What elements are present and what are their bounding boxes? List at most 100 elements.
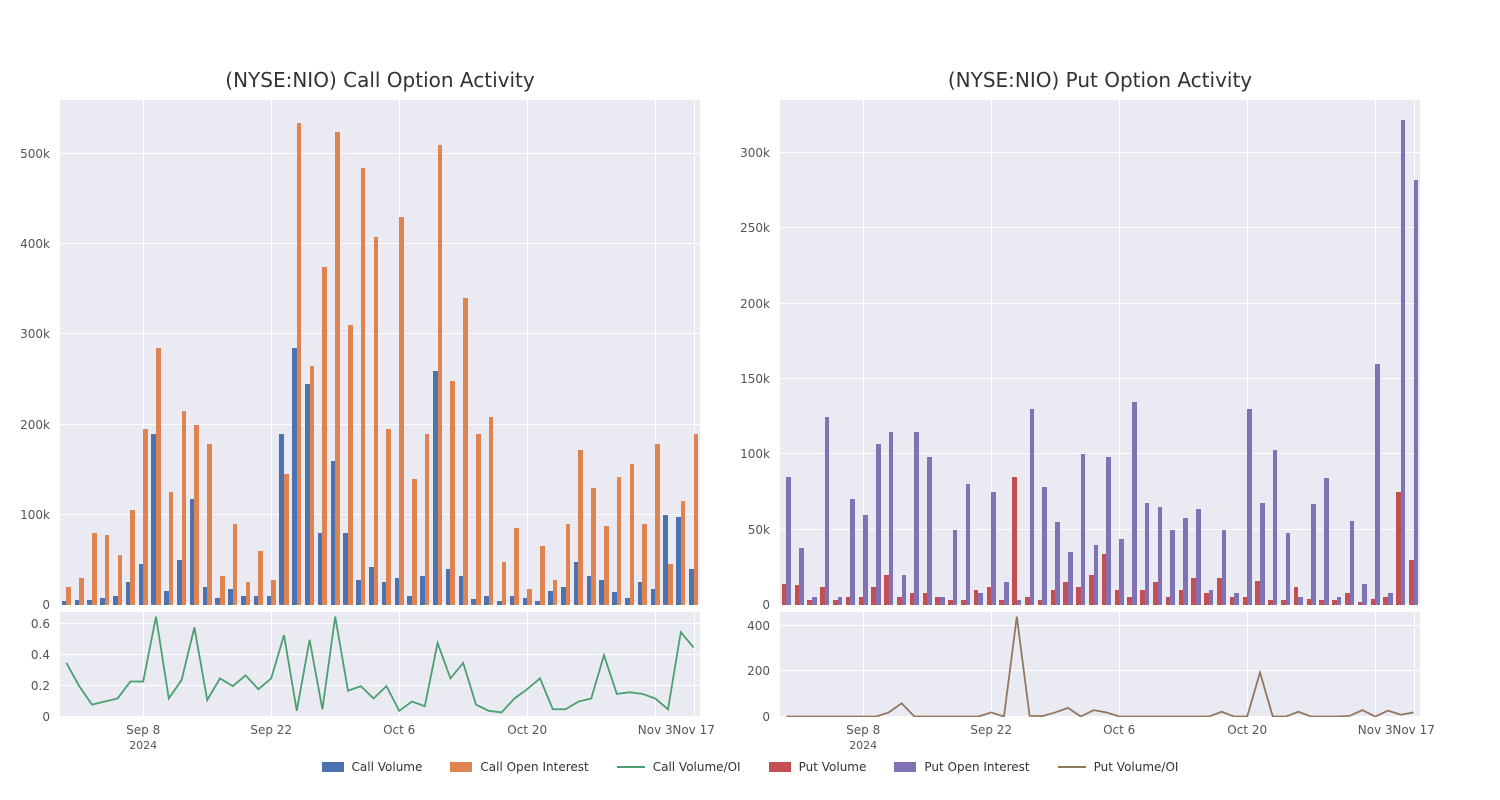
- ytick-label: 0.2: [31, 679, 50, 693]
- legend-item: Put Volume/OI: [1058, 760, 1179, 774]
- call-bar-yticks: 0100k200k300k400k500k: [0, 100, 56, 605]
- legend-swatch-icon: [894, 762, 916, 772]
- bar: [1414, 180, 1419, 605]
- bar: [1311, 504, 1316, 605]
- legend-item: Call Open Interest: [450, 760, 588, 774]
- xtick-label: Sep 22: [250, 723, 292, 737]
- bar: [1247, 409, 1252, 605]
- bar: [118, 555, 123, 605]
- put-bar-chart: [780, 100, 1420, 605]
- bar: [182, 411, 187, 605]
- bar: [207, 444, 212, 605]
- ytick-label: 150k: [740, 372, 770, 386]
- bar: [642, 524, 647, 605]
- bar: [927, 457, 932, 605]
- bar: [825, 417, 830, 605]
- ytick-label: 300k: [740, 146, 770, 160]
- bar: [514, 528, 519, 605]
- bar: [105, 535, 110, 605]
- bar: [1132, 402, 1137, 606]
- put-bar-yticks: 050k100k150k200k250k300k: [720, 100, 776, 605]
- legend-swatch-icon: [769, 762, 791, 772]
- ytick-label: 0: [42, 598, 50, 612]
- bar: [322, 267, 327, 605]
- bar: [399, 217, 404, 605]
- legend-line-icon: [617, 766, 645, 768]
- ytick-label: 400: [747, 619, 770, 633]
- bar: [1170, 530, 1175, 605]
- bar: [553, 580, 558, 605]
- bar: [130, 510, 135, 605]
- bar: [233, 524, 238, 605]
- xtick-label: Oct 6: [383, 723, 415, 737]
- bar: [1350, 521, 1355, 605]
- bar: [374, 237, 379, 605]
- bar: [566, 524, 571, 605]
- legend-item: Put Open Interest: [894, 760, 1029, 774]
- bar: [838, 597, 843, 605]
- ytick-label: 100k: [20, 508, 50, 522]
- call-ratio-yticks: 00.20.40.6: [0, 612, 56, 717]
- legend-item: Call Volume: [322, 760, 423, 774]
- legend-label: Call Volume/OI: [653, 760, 741, 774]
- bar: [812, 597, 817, 605]
- ytick-label: 200k: [740, 297, 770, 311]
- bar: [966, 484, 971, 605]
- bar: [450, 381, 455, 605]
- bar: [1106, 457, 1111, 605]
- call-ratio-chart: [60, 612, 700, 717]
- bar: [889, 432, 894, 605]
- bar: [1119, 539, 1124, 605]
- bar: [386, 429, 391, 605]
- bar: [850, 499, 855, 605]
- bar: [655, 444, 660, 605]
- bar: [617, 477, 622, 605]
- xtick-label: Sep 8: [126, 723, 160, 737]
- ytick-label: 0.6: [31, 617, 50, 631]
- legend-swatch-icon: [322, 762, 344, 772]
- bar: [284, 474, 289, 605]
- xtick-label: Nov 17: [1392, 723, 1435, 737]
- ytick-label: 500k: [20, 147, 50, 161]
- bar: [1081, 454, 1086, 605]
- xtick-label: Nov 3: [638, 723, 673, 737]
- bar: [66, 587, 71, 605]
- ytick-label: 0: [42, 710, 50, 724]
- bar: [799, 548, 804, 605]
- bar: [1094, 545, 1099, 605]
- bar: [412, 479, 417, 605]
- ytick-label: 300k: [20, 327, 50, 341]
- ytick-label: 50k: [748, 523, 770, 537]
- bar: [1068, 552, 1073, 605]
- bar: [953, 530, 958, 605]
- legend-label: Call Volume: [352, 760, 423, 774]
- bar: [1012, 477, 1017, 605]
- legend-label: Put Volume/OI: [1094, 760, 1179, 774]
- legend-item: Call Volume/OI: [617, 760, 741, 774]
- xtick-year: 2024: [849, 739, 877, 752]
- bar: [1209, 590, 1214, 605]
- xtick-label: Nov 17: [672, 723, 715, 737]
- ytick-label: 200k: [20, 418, 50, 432]
- bar: [1286, 533, 1291, 605]
- legend-label: Call Open Interest: [480, 760, 588, 774]
- legend-label: Put Open Interest: [924, 760, 1029, 774]
- bar: [1017, 600, 1022, 605]
- bar: [1030, 409, 1035, 605]
- xtick-label: Oct 20: [1227, 723, 1267, 737]
- bar: [1196, 509, 1201, 605]
- bar: [1260, 503, 1265, 606]
- bar: [604, 526, 609, 605]
- bar: [463, 298, 468, 605]
- bar: [1004, 582, 1009, 605]
- bar: [1273, 450, 1278, 605]
- xtick-label: Oct 20: [507, 723, 547, 737]
- ytick-label: 0: [762, 710, 770, 724]
- bar: [258, 551, 263, 605]
- bar: [361, 168, 366, 605]
- bar: [863, 515, 868, 605]
- bar: [1234, 593, 1239, 605]
- ratio-line: [786, 617, 1413, 717]
- legend-swatch-icon: [450, 762, 472, 772]
- xtick-label: Sep 8: [846, 723, 880, 737]
